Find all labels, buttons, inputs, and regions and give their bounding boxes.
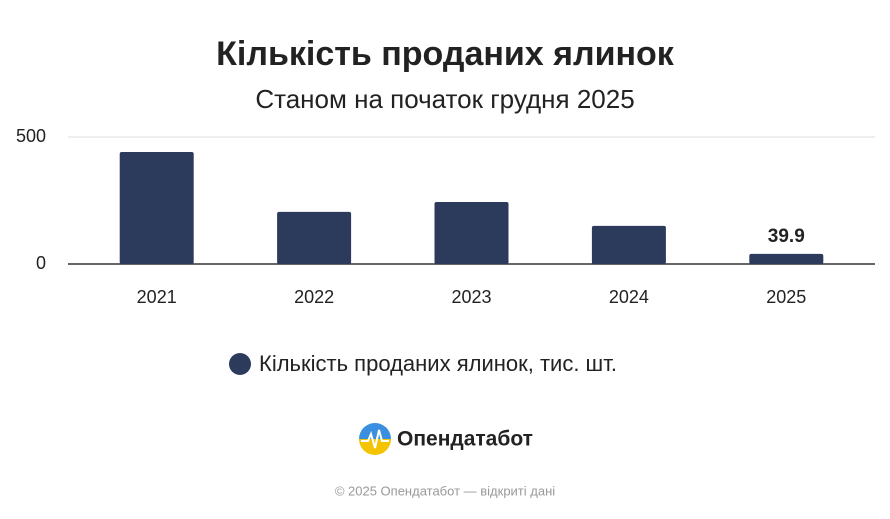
x-tick-label: 2024 [609,287,649,307]
y-tick-label: 500 [16,126,46,146]
brand: Опендатабот [397,428,533,451]
data-label: 39.9 [768,226,805,247]
logo [359,423,391,455]
legend-marker [229,353,251,375]
x-tick-label: 2023 [451,287,491,307]
chart-subtitle: Станом на початок грудня 2025 [255,84,634,114]
x-tick-label: 2022 [294,287,334,307]
bar [277,211,352,264]
bar [434,202,509,264]
bar [119,151,194,264]
x-tick-label: 2021 [137,287,177,307]
bar [591,225,666,264]
chart-title: Кількість проданих ялинок [216,35,675,73]
y-tick-label: 0 [36,253,46,273]
footer: © 2025 Опендатабот — відкриті дані [335,483,555,498]
legend-label: Кількість проданих ялинок, тис. шт. [259,351,617,376]
bar [749,253,824,264]
x-tick-label: 2025 [766,287,806,307]
